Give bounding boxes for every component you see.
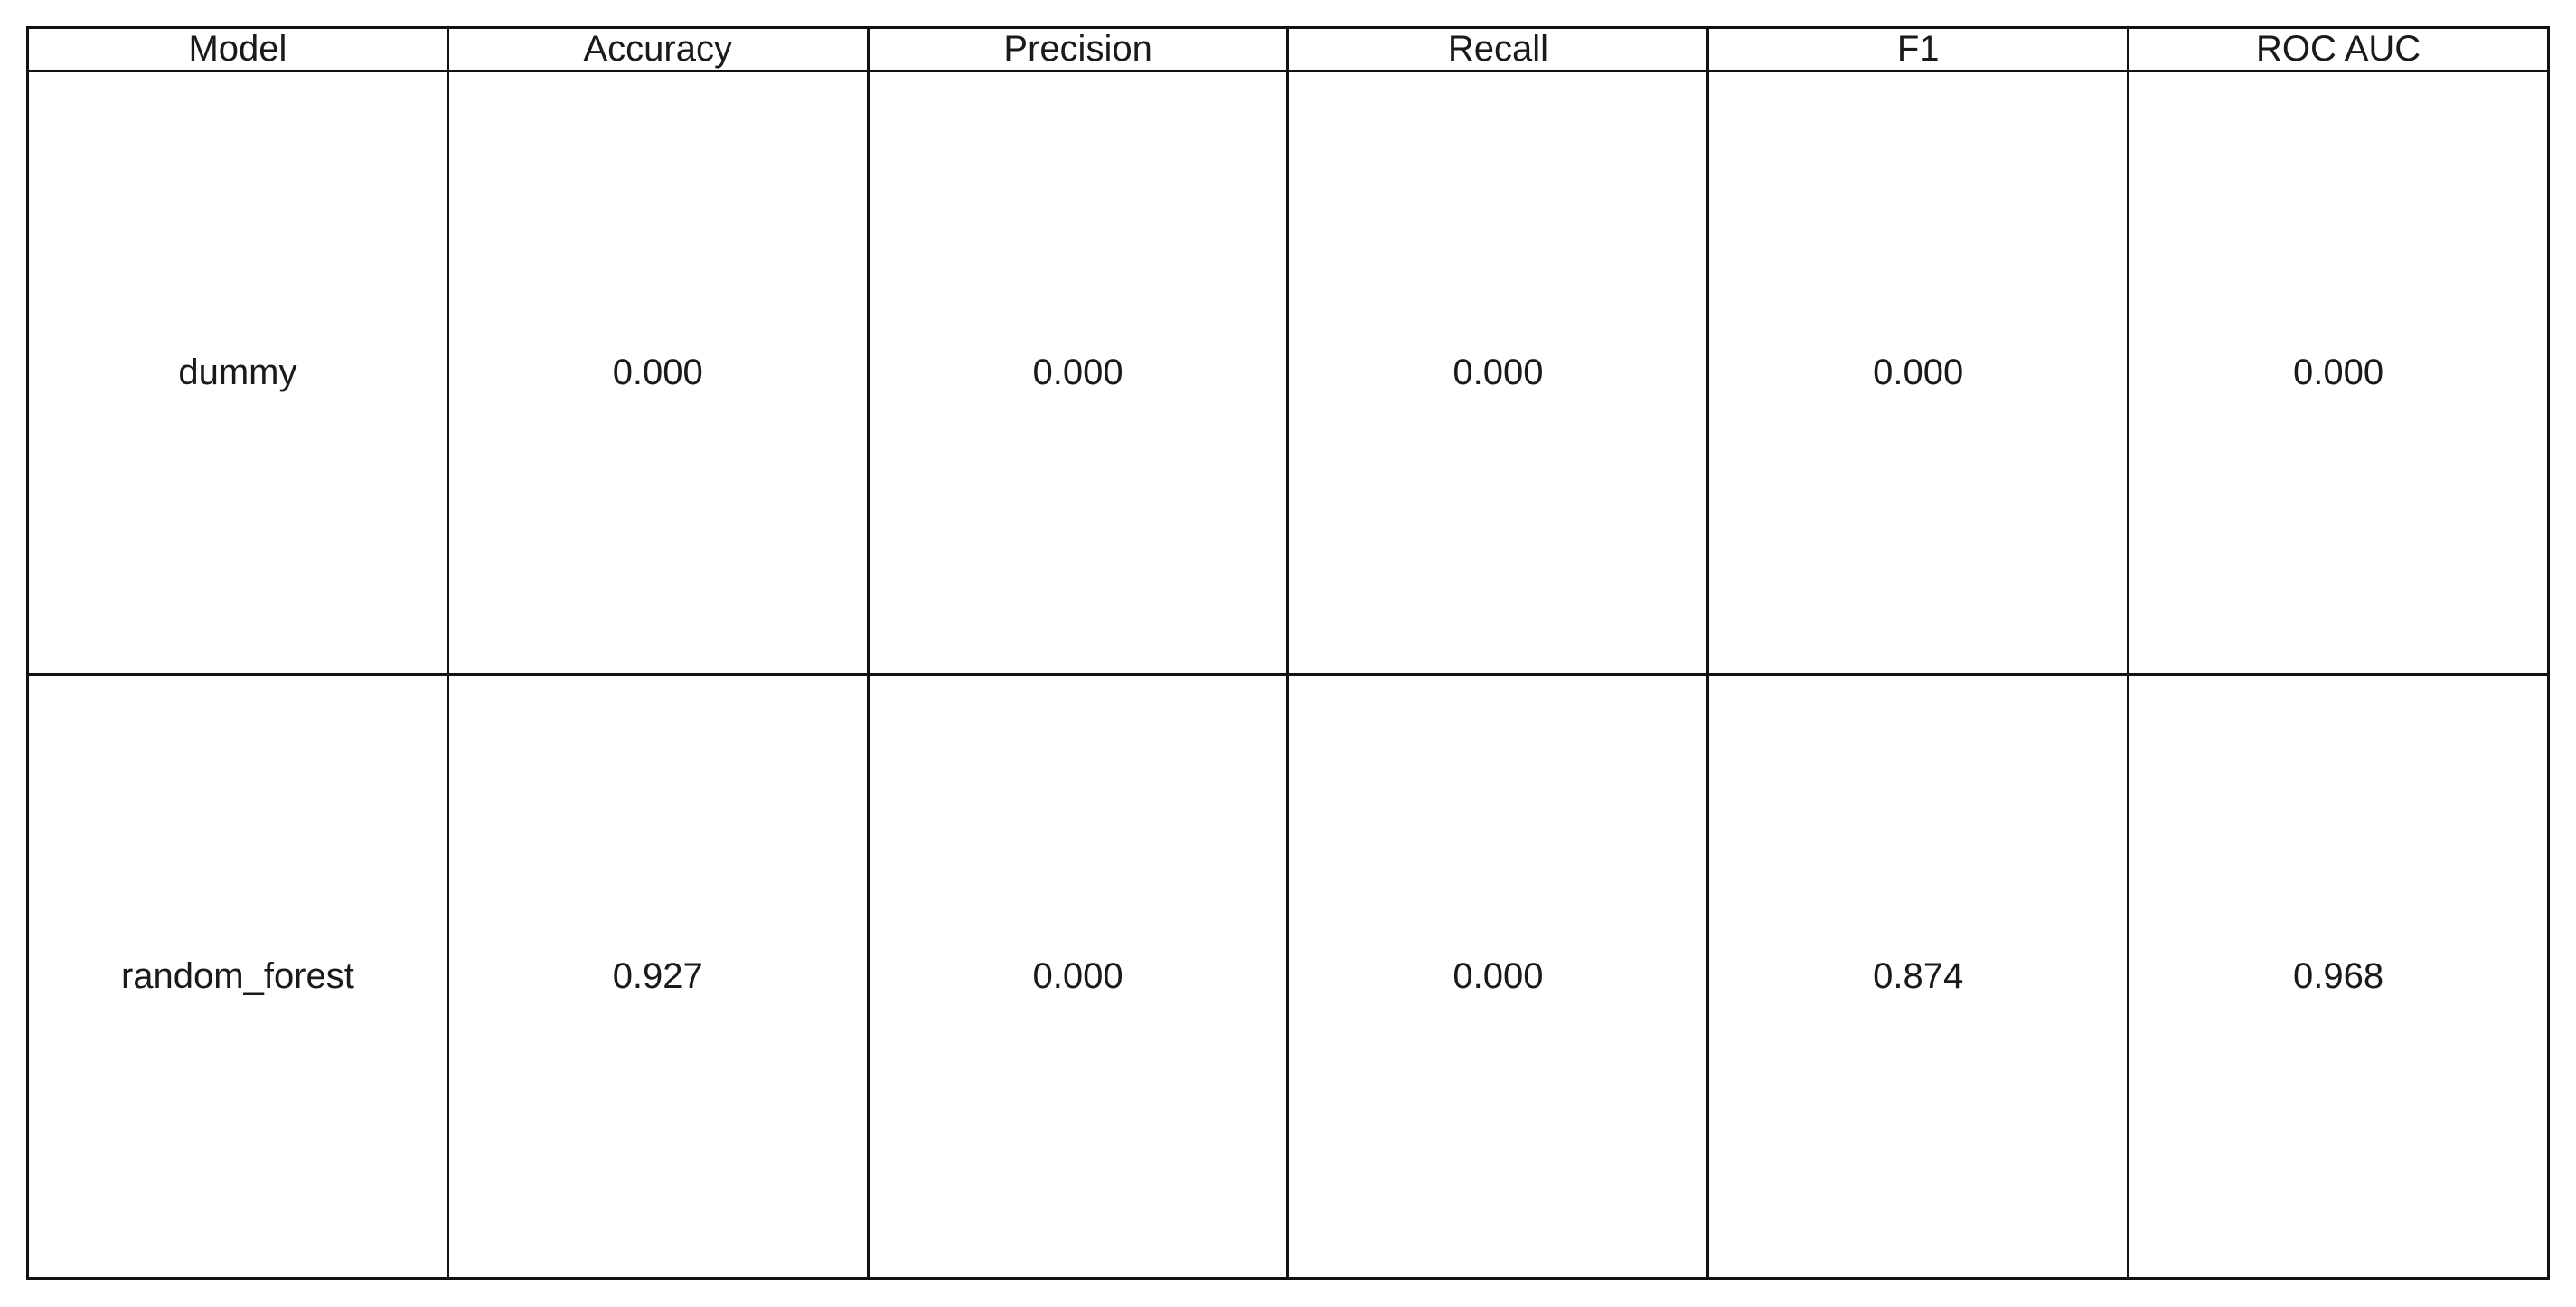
header-row: Model Accuracy Precision Recall F1 ROC A… bbox=[26, 26, 2550, 72]
cell-roc-auc: 0.968 bbox=[2127, 673, 2550, 1280]
cell-f1: 0.000 bbox=[1706, 70, 2130, 676]
header-roc-auc: ROC AUC bbox=[2127, 26, 2550, 72]
cell-recall: 0.000 bbox=[1286, 70, 1710, 676]
cell-model: dummy bbox=[26, 70, 449, 676]
cell-accuracy: 0.927 bbox=[446, 673, 870, 1280]
table-row: dummy 0.000 0.000 0.000 0.000 0.000 bbox=[26, 70, 2550, 676]
table-body: dummy 0.000 0.000 0.000 0.000 0.000 rand… bbox=[26, 70, 2550, 1280]
cell-precision: 0.000 bbox=[866, 70, 1290, 676]
cell-recall: 0.000 bbox=[1286, 673, 1710, 1280]
cell-roc-auc: 0.000 bbox=[2127, 70, 2550, 676]
header-model: Model bbox=[26, 26, 449, 72]
table-row: random_forest 0.927 0.000 0.000 0.874 0.… bbox=[26, 673, 2550, 1280]
header-f1: F1 bbox=[1706, 26, 2130, 72]
cell-precision: 0.000 bbox=[866, 673, 1290, 1280]
metrics-table: Model Accuracy Precision Recall F1 ROC A… bbox=[26, 26, 2550, 1280]
cell-accuracy: 0.000 bbox=[446, 70, 870, 676]
metrics-table-container: Model Accuracy Precision Recall F1 ROC A… bbox=[26, 26, 2550, 1280]
cell-model: random_forest bbox=[26, 673, 449, 1280]
header-accuracy: Accuracy bbox=[446, 26, 870, 72]
cell-f1: 0.874 bbox=[1706, 673, 2130, 1280]
table-header: Model Accuracy Precision Recall F1 ROC A… bbox=[26, 26, 2550, 72]
header-recall: Recall bbox=[1286, 26, 1710, 72]
header-precision: Precision bbox=[866, 26, 1290, 72]
